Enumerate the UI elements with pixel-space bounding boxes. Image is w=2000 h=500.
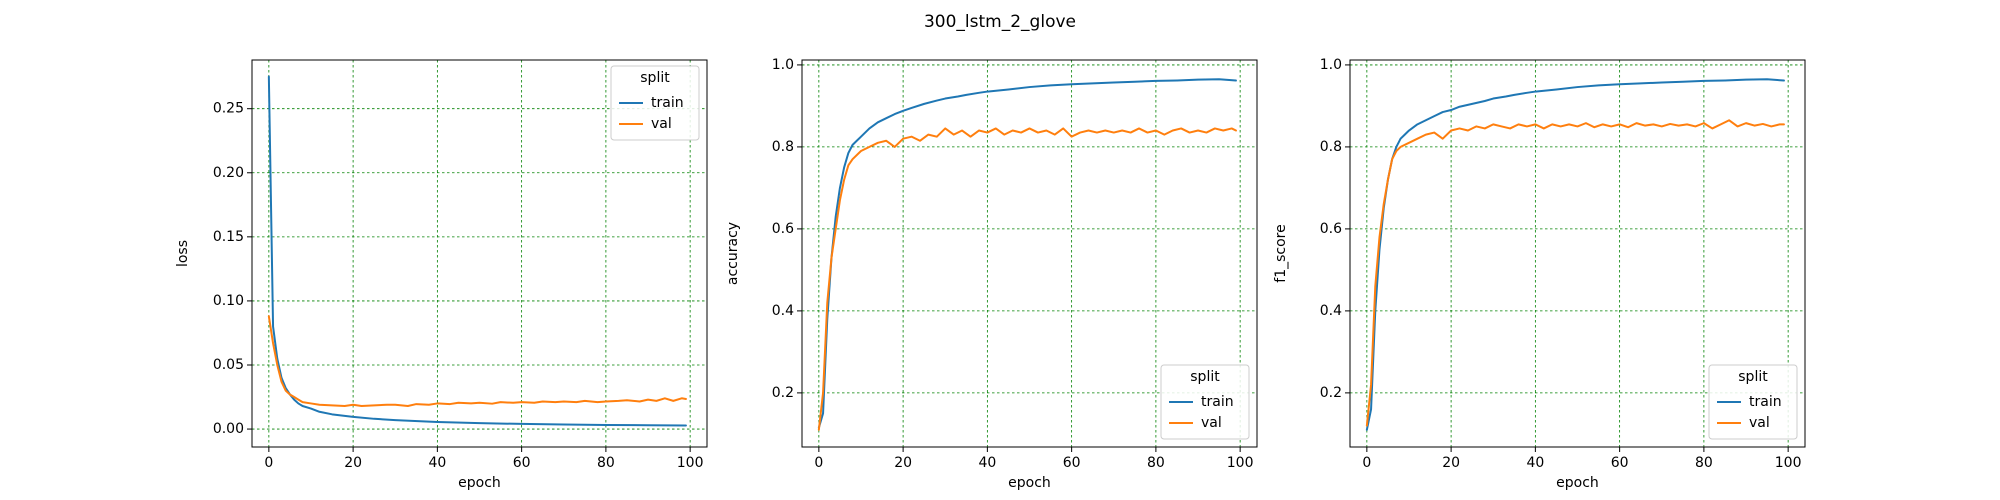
legend-title: split bbox=[1738, 369, 1768, 385]
chart-panel-accuracy: 0 20 40 60 80 100 0.2 0.4 0.6 0.8 1.0 epoch accuracy… bbox=[725, 57, 1258, 491]
y-tick-label: 0.2 bbox=[1320, 385, 1342, 401]
legend-label-train: train bbox=[1749, 394, 1782, 410]
x-axis-label: epoch bbox=[1556, 475, 1599, 491]
x-axis-label: epoch bbox=[1008, 475, 1051, 491]
x-tick-label: 0 bbox=[814, 455, 823, 471]
y-tick-label: 0.05 bbox=[213, 357, 244, 373]
y-tick-label: 0.6 bbox=[1320, 221, 1342, 237]
x-tick-label: 100 bbox=[677, 455, 704, 471]
series-line-train bbox=[817, 78, 1237, 429]
y-tick-label: 1.0 bbox=[772, 57, 794, 73]
legend-label-val: val bbox=[651, 116, 672, 132]
y-tick-label: 0.2 bbox=[772, 385, 794, 401]
chart-panels: 0 20 40 60 80 1000.000.050.100.150.200.25epoc… bbox=[175, 57, 1806, 491]
figure-title: 300_lstm_2_glove bbox=[924, 12, 1076, 32]
x-tick-label: 40 bbox=[1526, 455, 1544, 471]
chart-panel-f1_score: 0 20 40 60 80 100 0.2 0.4 0.6 0.8 1.0 epoch f1_score… bbox=[1273, 57, 1806, 491]
series-line-train bbox=[267, 75, 687, 427]
x-tick-label: 80 bbox=[1147, 455, 1165, 471]
legend-box bbox=[1708, 364, 1798, 440]
x-tick-label: 0 bbox=[264, 455, 273, 471]
legend-box bbox=[1160, 364, 1250, 440]
x-tick-label: 40 bbox=[428, 455, 446, 471]
legend-label-train: train bbox=[1201, 394, 1234, 410]
x-tick-label: 20 bbox=[1442, 455, 1460, 471]
series-line-val bbox=[817, 127, 1237, 431]
legend: split train val bbox=[1708, 364, 1798, 440]
series-line-val bbox=[1365, 119, 1785, 427]
y-tick-label: 0.15 bbox=[213, 229, 244, 245]
legend-label-val: val bbox=[1749, 415, 1770, 431]
y-axis-label: f1_score bbox=[1273, 224, 1289, 282]
plot-frame bbox=[1349, 59, 1806, 448]
legend-title: split bbox=[640, 70, 670, 86]
y-tick-label: 0.6 bbox=[772, 221, 794, 237]
y-tick-label: 0.8 bbox=[1320, 139, 1342, 155]
x-tick-label: 20 bbox=[894, 455, 912, 471]
x-tick-label: 40 bbox=[978, 455, 996, 471]
legend-box bbox=[610, 65, 700, 141]
legend-title: split bbox=[1190, 369, 1220, 385]
y-tick-label: 0.8 bbox=[772, 139, 794, 155]
y-tick-label: 0.20 bbox=[213, 165, 244, 181]
x-tick-label: 100 bbox=[1227, 455, 1254, 471]
x-tick-label: 80 bbox=[1695, 455, 1713, 471]
plot-frame bbox=[251, 59, 708, 448]
x-tick-label: 60 bbox=[1063, 455, 1081, 471]
y-tick-label: 0.00 bbox=[213, 421, 244, 437]
y-tick-label: 0.4 bbox=[772, 303, 794, 319]
plot-frame bbox=[801, 59, 1258, 448]
series-line-val bbox=[267, 315, 687, 407]
x-tick-label: 80 bbox=[597, 455, 615, 471]
x-tick-label: 100 bbox=[1775, 455, 1802, 471]
x-tick-label: 0 bbox=[1362, 455, 1371, 471]
x-tick-label: 60 bbox=[513, 455, 531, 471]
y-tick-label: 0.25 bbox=[213, 101, 244, 117]
x-tick-label: 20 bbox=[344, 455, 362, 471]
chart-panel-loss: 0 20 40 60 80 100 0.00 0.05 0.10 0.15 0.20 0.25 epoc… bbox=[175, 59, 708, 491]
legend-label-val: val bbox=[1201, 415, 1222, 431]
y-axis-label: accuracy bbox=[725, 222, 741, 285]
legend: split train val bbox=[1160, 364, 1250, 440]
legend: split train val bbox=[610, 65, 700, 141]
y-tick-label: 1.0 bbox=[1320, 57, 1342, 73]
legend-label-train: train bbox=[651, 95, 684, 111]
x-axis-label: epoch bbox=[458, 475, 501, 491]
x-tick-label: 60 bbox=[1611, 455, 1629, 471]
y-axis-label: loss bbox=[175, 240, 191, 267]
y-tick-label: 0.10 bbox=[213, 293, 244, 309]
y-tick-label: 0.4 bbox=[1320, 303, 1342, 319]
